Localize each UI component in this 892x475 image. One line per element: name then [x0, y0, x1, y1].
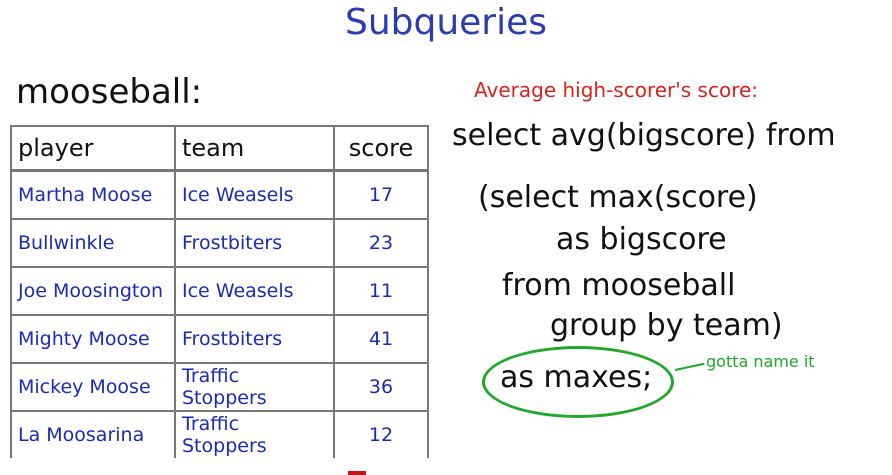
sql-line: (select max(score) [478, 180, 758, 215]
sql-line-alias: as maxes; [500, 360, 653, 395]
cell-player: Mighty Moose [10, 314, 176, 364]
cell-score: 41 [333, 314, 429, 364]
progress-marker [348, 471, 366, 475]
cell-player: Bullwinkle [10, 218, 176, 268]
table-row: La Moosarina Traffic Stoppers 12 [10, 410, 429, 458]
table-header-row: player team score [10, 125, 429, 172]
table-row: Martha Moose Ice Weasels 17 [10, 169, 429, 220]
cell-player: Joe Moosington [10, 266, 176, 316]
table-row: Mickey Moose Traffic Stoppers 36 [10, 362, 429, 412]
cell-team: Ice Weasels [174, 266, 335, 316]
highlight-ellipse [482, 346, 674, 418]
cell-score: 11 [333, 266, 429, 316]
slide-title: Subqueries [344, 2, 548, 43]
cell-player: Mickey Moose [10, 362, 176, 412]
table-row: Mighty Moose Frostbiters 41 [10, 314, 429, 364]
cell-score: 23 [333, 218, 429, 268]
table-row: Bullwinkle Frostbiters 23 [10, 218, 429, 268]
table-row: Joe Moosington Ice Weasels 11 [10, 266, 429, 316]
cell-team: Ice Weasels [174, 169, 335, 220]
cell-score: 12 [333, 410, 429, 458]
column-header-team: team [174, 125, 335, 172]
column-header-player: player [10, 125, 176, 172]
cell-team: Frostbiters [174, 314, 335, 364]
sql-line: group by team) [550, 308, 783, 343]
query-note: Average high-scorer's score: [474, 78, 759, 102]
sql-line: select avg(bigscore) from [452, 118, 836, 153]
cell-player: La Moosarina [10, 410, 176, 458]
mooseball-table: player team score Martha Moose Ice Wease… [10, 125, 429, 458]
cell-player: Martha Moose [10, 169, 176, 220]
sql-line: as bigscore [556, 222, 727, 257]
column-header-score: score [333, 125, 429, 172]
cell-score: 36 [333, 362, 429, 412]
table-name-label: mooseball: [16, 72, 203, 112]
annotation-note: gotta name it [706, 352, 815, 371]
annotation-connector [674, 362, 705, 371]
sql-line: from mooseball [502, 268, 736, 303]
cell-team: Traffic Stoppers [174, 362, 335, 412]
cell-team: Traffic Stoppers [174, 410, 335, 458]
cell-score: 17 [333, 169, 429, 220]
cell-team: Frostbiters [174, 218, 335, 268]
